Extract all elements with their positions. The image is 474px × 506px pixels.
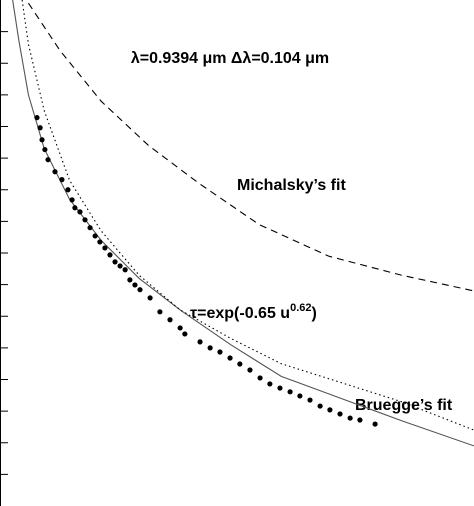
data-point [372,421,378,427]
data-point [337,411,343,417]
data-point [52,169,58,175]
data-point [147,295,153,301]
fit-curve [12,0,474,447]
data-point [207,345,213,351]
data-point [317,403,323,409]
data-point [102,245,108,251]
data-point [177,325,183,331]
data-point [167,317,173,323]
data-point [112,259,118,265]
data-point [77,209,83,215]
data-point [237,361,243,367]
data-point [97,239,103,245]
data-point [87,225,93,231]
data-point [267,381,273,387]
data-point [122,267,128,273]
data-point [307,397,313,403]
annotation-superscript: 0.62 [290,302,311,314]
data-point [297,393,303,399]
data-point [82,217,88,223]
data-point [39,137,45,143]
data-point [45,157,51,163]
annotation-close: ) [312,305,317,322]
data-point [287,389,293,395]
chart-title: λ=0.9394 μm Δλ=0.104 μm [131,50,329,67]
data-point [69,197,75,203]
data-point [347,415,353,421]
data-point [277,385,283,391]
data-point [42,146,48,153]
data-point [157,309,163,315]
data-point [72,205,78,211]
curve-label: Michalsky’s fit [237,177,346,194]
data-point [65,187,71,193]
data-point [182,331,188,337]
data-point [247,367,253,373]
data-point [132,282,138,288]
data-point [107,252,113,258]
fit-curve [27,2,474,292]
data-point [127,277,133,283]
data-point [257,375,263,381]
data-point [357,417,363,423]
annotation: τ=exp(-0.65 u0.62) [190,302,317,322]
data-point [217,349,223,355]
data-point [37,125,43,131]
data-point [197,339,203,345]
data-point [59,177,65,183]
curve-label: Bruegge’s fit [355,397,453,414]
annotation-text: τ=exp(-0.65 u [190,305,290,322]
data-point [327,407,333,413]
data-point [34,115,40,121]
data-point [117,263,123,269]
data-point [137,287,143,293]
data-point [92,233,98,239]
data-point [227,355,233,361]
